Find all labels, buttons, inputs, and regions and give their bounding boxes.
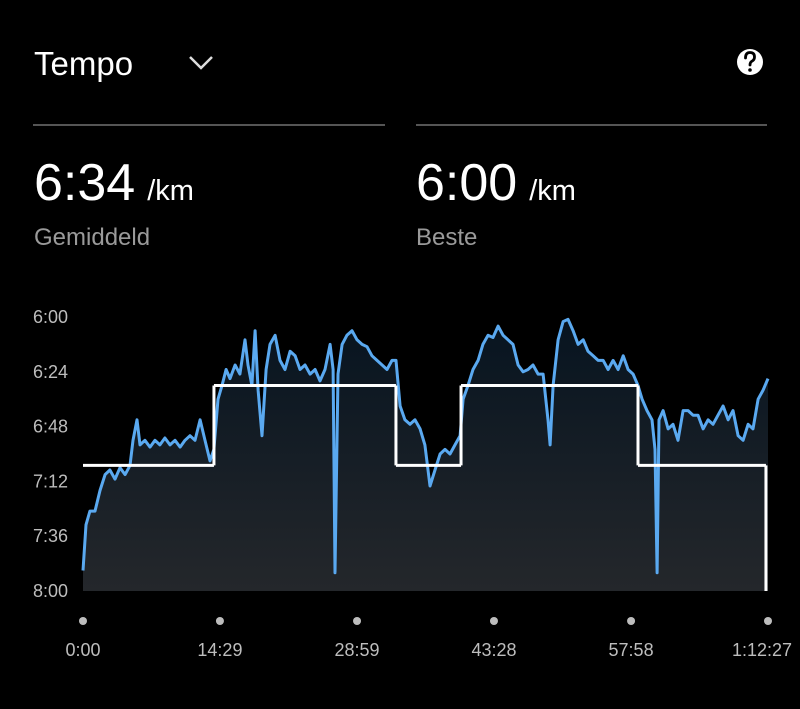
x-tick-dot [79, 617, 87, 625]
stat-value: 6:00/km [416, 154, 576, 212]
x-tick-dot [764, 617, 772, 625]
y-tick-label: 8:00 [33, 581, 68, 601]
stat-unit: /km [529, 175, 576, 207]
x-tick-label: 0:00 [65, 640, 100, 660]
x-tick-dot [215, 617, 224, 625]
stat-number: 6:34 [34, 154, 135, 212]
x-tick-dot [353, 617, 362, 625]
x-tick-label: 14:29 [197, 640, 242, 660]
help-button[interactable] [737, 49, 763, 75]
stat-label: Gemiddeld [34, 224, 150, 251]
x-tick-label: 43:28 [471, 640, 516, 660]
help-glyph [744, 51, 756, 67]
x-tick-label: 28:59 [335, 640, 380, 660]
y-tick-label: 7:12 [33, 471, 68, 491]
screen-title: Tempo [34, 45, 133, 82]
x-tick-label: 57:58 [609, 640, 654, 660]
x-tick-dot [489, 617, 498, 625]
pace-line [81, 317, 770, 575]
stat-label: Beste [416, 224, 477, 251]
y-tick-label: 6:48 [33, 417, 68, 437]
help-glyph-dot [748, 68, 752, 72]
stat-unit: /km [147, 175, 194, 207]
x-tick-dot [627, 617, 636, 625]
dropdown-chevron[interactable] [189, 56, 213, 70]
stat-value: 6:34/km [34, 154, 194, 212]
y-tick-label: 6:24 [33, 362, 68, 382]
x-tick-label: 1:12:27 [732, 640, 792, 660]
y-tick-label: 6:00 [33, 307, 68, 327]
stat-number: 6:00 [416, 154, 517, 212]
stats: 6:34/km Gemiddeld 6:00/km Beste [34, 154, 576, 251]
y-tick-label: 7:36 [33, 526, 68, 546]
chart: 6:00 6:24 6:48 7:12 7:36 8:00 0:00 14:29 28:59 43… [33, 307, 792, 660]
